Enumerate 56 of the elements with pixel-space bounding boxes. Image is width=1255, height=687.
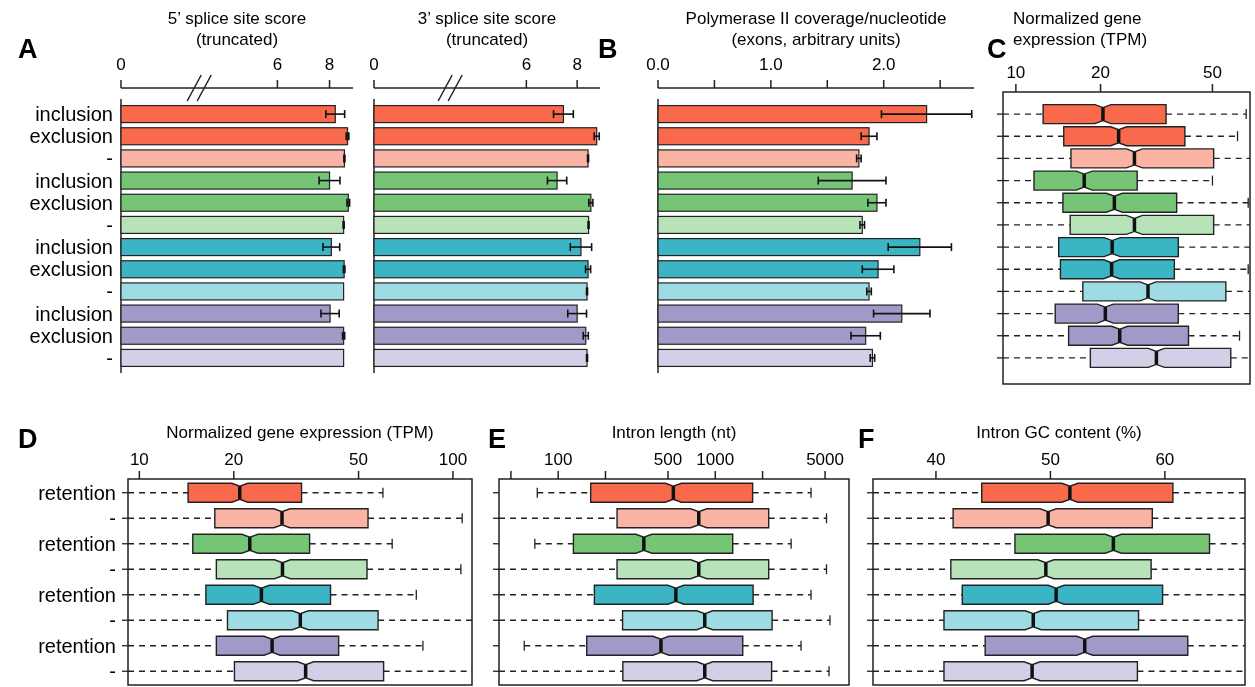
x-axis-title: Normalized gene expression (TPM) [1013,9,1148,49]
x-tick-label: 50 [1202,63,1222,82]
x-tick-label: 0 [116,55,126,74]
x-tick-label: 1.0 [759,55,783,74]
x-tick-label: 8 [324,55,335,74]
x-axis-title: 5’ splice site score (truncated) [167,9,307,49]
x-axis-title: Intron GC content (%) [976,423,1142,442]
x-tick-label: 20 [224,450,244,469]
x-tick-label: 40 [926,450,946,469]
x-tick-label: 5000 [806,450,844,469]
y-tick-label: retention [38,634,116,657]
x-tick-label: 50 [1040,450,1060,469]
text: C [987,34,1007,64]
x-tick-label: 10 [1006,63,1026,82]
y-tick-label: exclusion [29,191,113,214]
y-tick-label: inclusion [35,169,113,192]
x-axis-title: Intron length (nt) [611,423,737,442]
x-tick-label: 8 [572,55,582,74]
text: B [598,34,618,64]
y-tick-label: retention [38,583,116,606]
x-tick-label: 2.0 [871,55,896,74]
y-tick-label: - [109,609,116,632]
y-tick-label: - [106,346,113,369]
y-tick-label: - [106,280,113,303]
y-tick-label: - [109,660,116,683]
x-axis-title: Polymerase II coverage/nucleotide (exons, arbitrary units) [685,9,947,49]
y-tick-label: retention [38,481,116,504]
x-axis-title: 3’ splice site score (truncated) [417,9,557,49]
x-tick-label: 20 [1091,63,1110,82]
x-tick-label: 60 [1155,450,1175,469]
y-tick-label: - [109,507,116,530]
text: F [858,424,875,454]
y-tick-label: inclusion [35,236,113,259]
text: D [18,424,38,454]
x-tick-label: 50 [349,450,369,469]
y-tick-label: retention [38,532,116,555]
x-tick-label: 100 [438,450,468,469]
x-tick-label: 10 [129,450,149,469]
x-tick-label: 100 [544,450,573,469]
y-tick-label: exclusion [29,258,113,281]
x-tick-label: 500 [653,450,683,469]
y-tick-label: exclusion [29,125,113,148]
y-tick-label: inclusion [35,302,113,325]
x-tick-label: 0 [369,55,379,74]
y-tick-label: - [106,147,113,170]
x-tick-label: 1000 [696,450,735,469]
text: A [18,34,38,64]
y-tick-label: exclusion [29,324,113,347]
x-axis-title: Normalized gene expression (TPM) [166,423,434,442]
text: E [488,424,507,454]
y-tick-label: inclusion [35,103,113,126]
y-tick-label: - [109,558,116,581]
x-tick-label: 0.0 [646,55,670,74]
x-tick-label: 6 [272,55,283,74]
y-tick-label: - [106,213,113,236]
x-tick-label: 6 [521,55,532,74]
